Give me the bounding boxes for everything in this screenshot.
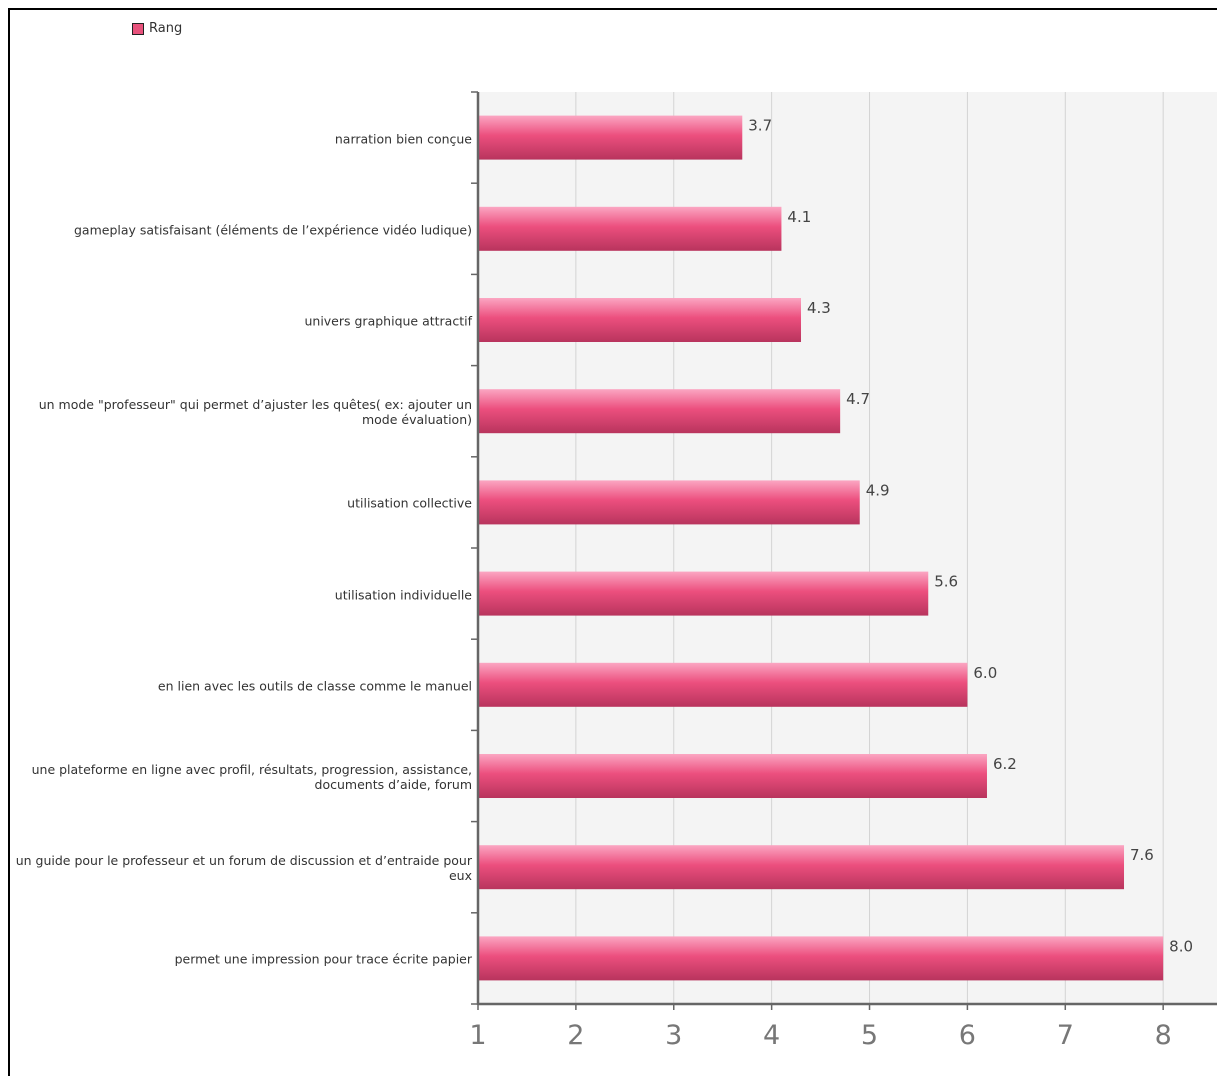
legend-swatch	[132, 22, 144, 35]
data-label: 4.7	[846, 390, 870, 408]
legend: Rang	[132, 21, 182, 36]
bar	[478, 571, 929, 616]
data-label: 4.9	[866, 481, 890, 499]
data-label: 6.2	[993, 755, 1017, 773]
data-label: 4.3	[807, 299, 831, 317]
bar	[478, 389, 841, 434]
data-label: 4.1	[787, 208, 811, 226]
category-label: utilisation collective	[347, 495, 472, 511]
bar	[478, 936, 1164, 981]
category-label: utilisation individuelle	[334, 587, 472, 603]
x-tick-label: 8	[1155, 1020, 1172, 1051]
category-label: un mode "professeur" qui permet d’ajuste…	[38, 397, 472, 428]
data-label: 6.0	[973, 664, 997, 682]
bar	[478, 480, 860, 525]
category-label: une plateforme en ligne avec profil, rés…	[31, 762, 472, 792]
category-label: univers graphique attractif	[304, 313, 472, 329]
legend-label: Rang	[149, 21, 183, 36]
category-label: un guide pour le professeur et un forum …	[15, 853, 472, 884]
bar	[478, 298, 802, 342]
category-label: narration bien conçue	[334, 131, 472, 147]
x-tick-label: 2	[567, 1020, 584, 1051]
bar	[478, 206, 782, 251]
data-label: 7.6	[1130, 846, 1154, 864]
bar	[478, 662, 968, 707]
bar	[478, 115, 743, 160]
x-tick-label: 7	[1057, 1020, 1074, 1051]
category-label: gameplay satisfaisant (éléments de l’exp…	[73, 222, 472, 238]
data-label: 8.0	[1169, 937, 1193, 955]
x-tick-label: 3	[665, 1020, 682, 1051]
data-label: 3.7	[748, 117, 772, 135]
x-tick-label: 6	[959, 1020, 976, 1051]
category-label: en lien avec les outils de classe comme …	[157, 678, 472, 694]
x-tick-label: 1	[469, 1020, 486, 1051]
x-tick-label: 5	[861, 1020, 878, 1051]
bar	[478, 845, 1125, 890]
x-tick-label: 4	[763, 1020, 780, 1051]
data-label: 5.6	[934, 573, 958, 591]
category-label: permet une impression pour trace écrite …	[174, 951, 472, 967]
bar	[478, 754, 987, 798]
